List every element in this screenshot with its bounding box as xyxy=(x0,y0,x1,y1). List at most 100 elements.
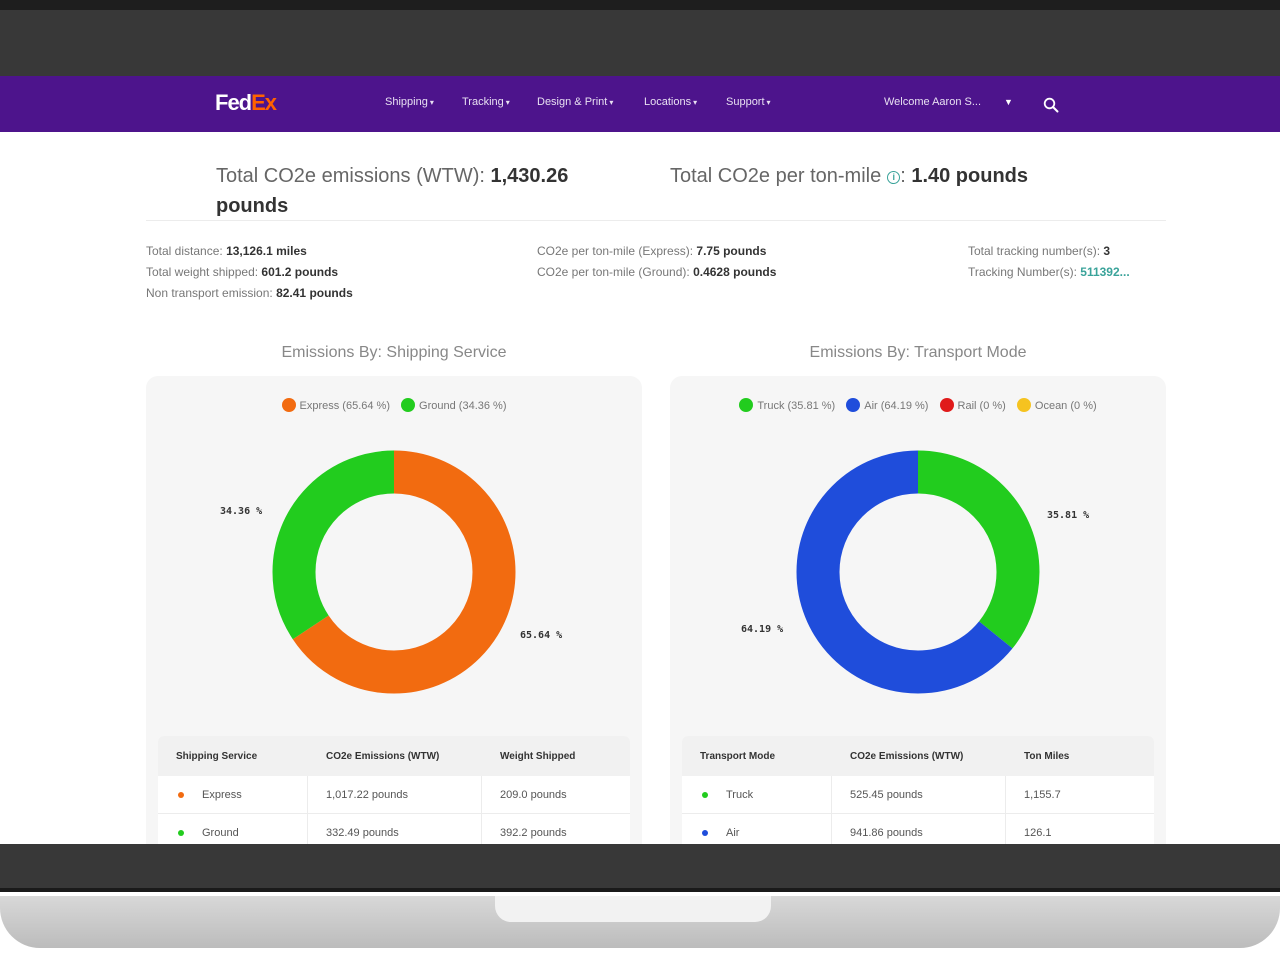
table-row[interactable]: Air 941.86 pounds 126.1 xyxy=(682,814,1154,844)
total-emissions-label: Total CO2e emissions (WTW): xyxy=(216,165,485,187)
legend-label: Rail (0 %) xyxy=(957,400,1006,412)
logo-ex: Ex xyxy=(251,90,277,115)
legend-dot xyxy=(939,398,954,412)
stat-label: Tracking Number(s): xyxy=(968,265,1077,279)
legend-label: Truck (35.81 %) xyxy=(757,400,836,412)
nav-design-print[interactable]: Design & Print ▾ xyxy=(537,96,613,108)
top-navbar: FedEx Shipping ▾ Tracking ▾ Design & Print… xyxy=(0,76,1280,132)
stat-value: 7.75 pounds xyxy=(696,244,767,258)
data-label-express: 65.64 % xyxy=(520,630,562,641)
stats-column-3: Total tracking number(s): 3 Tracking Num… xyxy=(968,241,1130,283)
stat-label: Total weight shipped: xyxy=(146,265,259,279)
legend-dot xyxy=(846,398,861,412)
stat-tracking-numbers: Tracking Number(s): 511392... xyxy=(968,262,1130,283)
cell-text: Express xyxy=(202,788,242,801)
stat-express-per-ton: CO2e per ton-mile (Express): 7.75 pounds xyxy=(537,241,776,262)
service-legend: Express (65.64 %) Ground (34.36 %) xyxy=(146,398,642,412)
welcome-user-menu[interactable]: Welcome Aaron S... xyxy=(884,96,982,108)
legend-item-ocean[interactable]: Ocean (0 %) xyxy=(1016,398,1097,412)
laptop-bezel-top xyxy=(0,0,1280,76)
legend-label: Ground (34.36 %) xyxy=(419,400,507,412)
mode-section-title: Emissions By: Transport Mode xyxy=(809,344,1027,361)
service-donut-chart: 65.64 % 34.36 % xyxy=(220,450,562,694)
mode-legend: Truck (35.81 %) Air (64.19 %) Rail (0 %)… xyxy=(670,398,1166,412)
legend-label: Express (65.64 %) xyxy=(299,400,390,412)
nav-shipping-label: Shipping xyxy=(385,96,428,108)
table-row[interactable]: Express 1,017.22 pounds 209.0 pounds xyxy=(158,776,630,814)
mode-table: Transport Mode CO2e Emissions (WTW) Ton … xyxy=(682,736,1154,844)
laptop-notch xyxy=(495,896,771,922)
legend-dot xyxy=(1016,398,1031,412)
stat-value: 601.2 pounds xyxy=(261,265,339,279)
header-cell: Weight Shipped xyxy=(500,750,576,762)
chevron-down-icon: ▾ xyxy=(609,98,614,107)
laptop-bezel-bottom xyxy=(0,844,1280,892)
per-ton-mile-label: Total CO2e per ton-mile xyxy=(670,165,882,187)
nav-tracking[interactable]: Tracking ▾ xyxy=(462,96,510,108)
legend-item-truck[interactable]: Truck (35.81 %) xyxy=(739,398,835,412)
chevron-down-icon: ▾ xyxy=(766,98,771,107)
header-cell: CO2e Emissions (WTW) xyxy=(326,750,440,762)
per-ton-mile-summary: Total CO2e per ton-mile i: 1.40 pounds xyxy=(670,161,1090,191)
user-dropdown-icon[interactable]: ▼ xyxy=(1004,97,1013,107)
legend-item-express[interactable]: Express (65.64 %) xyxy=(281,398,390,412)
stat-non-transport: Non transport emission: 82.41 pounds xyxy=(146,283,353,304)
stat-ground-per-ton: CO2e per ton-mile (Ground): 0.4628 pound… xyxy=(537,262,776,283)
weight-cell: 209.0 pounds xyxy=(500,788,567,801)
header-cell: Shipping Service xyxy=(176,750,258,762)
ton-miles-cell: 126.1 xyxy=(1024,826,1052,839)
donut-slice-ground[interactable] xyxy=(272,450,516,694)
stats-column-1: Total distance: 13,126.1 miles Total wei… xyxy=(146,241,353,304)
search-icon[interactable] xyxy=(1043,97,1059,113)
service-section-title: Emissions By: Shipping Service xyxy=(281,344,507,361)
nav-shipping[interactable]: Shipping ▾ xyxy=(385,96,434,108)
donut-slice-air[interactable] xyxy=(796,450,1040,694)
chevron-down-icon: ▾ xyxy=(505,98,510,107)
mode-cell: Air xyxy=(682,814,832,844)
series-dot xyxy=(702,791,708,798)
mode-chart-card: Truck (35.81 %) Air (64.19 %) Rail (0 %)… xyxy=(670,376,1166,844)
legend-dot xyxy=(281,398,296,412)
ton-miles-cell: 1,155.7 xyxy=(1024,788,1061,801)
stat-value: 0.4628 pounds xyxy=(693,265,777,279)
info-icon[interactable]: i xyxy=(887,171,901,184)
nav-locations[interactable]: Locations ▾ xyxy=(644,96,697,108)
nav-support[interactable]: Support ▾ xyxy=(726,96,771,108)
total-emissions-summary: Total CO2e emissions (WTW): 1,430.26 pou… xyxy=(216,161,596,221)
summary-divider xyxy=(146,220,1166,221)
legend-label: Air (64.19 %) xyxy=(864,400,929,412)
tracking-numbers-link[interactable]: 511392... xyxy=(1080,265,1130,279)
per-ton-mile-value: 1.40 pounds xyxy=(911,165,1029,187)
table-header: Transport Mode CO2e Emissions (WTW) Ton … xyxy=(682,736,1154,776)
nav-design-print-label: Design & Print xyxy=(537,96,608,108)
data-label-truck: 35.81 % xyxy=(1047,510,1089,521)
legend-dot xyxy=(739,398,754,412)
legend-item-ground[interactable]: Ground (34.36 %) xyxy=(401,398,506,412)
table-row[interactable]: Ground 332.49 pounds 392.2 pounds xyxy=(158,814,630,844)
fedex-logo[interactable]: FedEx xyxy=(215,90,277,116)
stat-distance: Total distance: 13,126.1 miles xyxy=(146,241,353,262)
logo-fed: Fed xyxy=(215,90,252,115)
cell-text: Truck xyxy=(726,788,754,801)
browser-screen: FedEx Shipping ▾ Tracking ▾ Design & Print… xyxy=(0,76,1280,844)
emissions-cell: 332.49 pounds xyxy=(308,814,482,844)
laptop-base xyxy=(0,844,1280,960)
weight-cell: 392.2 pounds xyxy=(500,826,567,839)
legend-item-air[interactable]: Air (64.19 %) xyxy=(846,398,928,412)
total-emissions-value: 1,430.26 pounds xyxy=(216,165,569,217)
service-chart-card: Express (65.64 %) Ground (34.36 %) 65.64… xyxy=(146,376,642,844)
stat-label: CO2e per ton-mile (Ground): xyxy=(537,265,690,279)
stat-weight: Total weight shipped: 601.2 pounds xyxy=(146,262,353,283)
cell-text: Ground xyxy=(202,826,239,839)
legend-item-rail[interactable]: Rail (0 %) xyxy=(939,398,1006,412)
stat-value: 82.41 pounds xyxy=(276,286,353,300)
table-row[interactable]: Truck 525.45 pounds 1,155.7 xyxy=(682,776,1154,814)
service-table: Shipping Service CO2e Emissions (WTW) We… xyxy=(158,736,630,844)
emissions-cell: 525.45 pounds xyxy=(832,776,1006,813)
header-cell: Ton Miles xyxy=(1024,750,1070,762)
header-cell: Transport Mode xyxy=(700,750,776,762)
stat-label: CO2e per ton-mile (Express): xyxy=(537,244,694,258)
legend-dot xyxy=(401,398,416,412)
chevron-down-icon: ▾ xyxy=(429,98,434,107)
legend-label: Ocean (0 %) xyxy=(1034,400,1097,412)
